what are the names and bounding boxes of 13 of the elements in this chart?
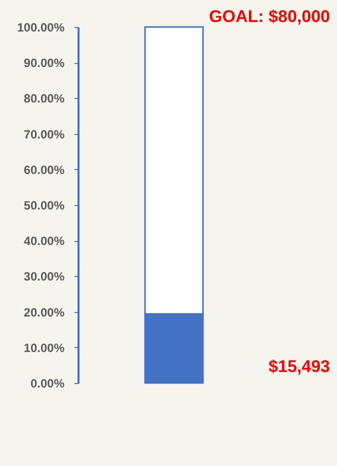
text: GOAL: $80,000: [209, 7, 330, 26]
y-tick-label: 90.00%: [24, 56, 65, 70]
y-tick-label: 10.00%: [24, 340, 65, 355]
y-tick-label: 40.00%: [24, 234, 65, 248]
y-tick-label: 80.00%: [24, 92, 65, 106]
text: $15,493: [268, 357, 330, 376]
y-tick-label: 60.00%: [24, 162, 65, 177]
y-tick-label: 70.00%: [24, 127, 65, 142]
y-tick-label: 50.00%: [24, 198, 65, 212]
y-tick-label: 100.00%: [17, 20, 65, 34]
y-tick-label: 30.00%: [24, 270, 65, 284]
y-tick-label: 20.00%: [24, 305, 65, 320]
y-tick-label: 0.00%: [30, 376, 65, 390]
